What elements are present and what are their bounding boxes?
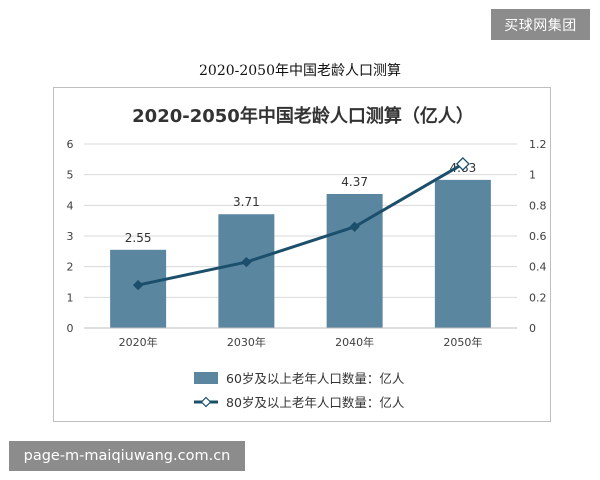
left-y-tick-label: 3	[67, 230, 74, 243]
chart-frame: 2020-2050年中国老龄人口测算（亿人） 0 1 2 3 4 5 6 0 0.2 0.4 0.…	[53, 87, 551, 422]
bar-data-label: 4.37	[341, 175, 368, 189]
line-marker	[455, 157, 470, 171]
legend-swatch-marker	[200, 396, 212, 408]
left-y-tick-label: 6	[67, 138, 74, 151]
right-y-tick-label: 0.2	[529, 291, 547, 304]
right-y-tick-label: 1.2	[529, 138, 547, 151]
legend-swatch-bar	[194, 372, 218, 384]
right-y-tick-label: 0.8	[529, 199, 547, 212]
bar-data-label: 3.71	[233, 195, 260, 209]
x-tick-label: 2020年	[119, 335, 158, 349]
left-y-tick-label: 2	[67, 261, 74, 274]
left-y-axis: 0 1 2 3 4 5 6	[67, 138, 74, 335]
right-y-axis: 0 0.2 0.4 0.6 0.8 1 1.2	[529, 138, 547, 335]
line-series-path	[137, 162, 464, 287]
right-y-tick-label: 0.6	[529, 230, 547, 243]
x-tick-label: 2030年	[227, 335, 266, 349]
chart-svg: 2020-2050年中国老龄人口测算（亿人） 0 1 2 3 4 5 6 0 0.2 0.4 0.…	[67, 105, 547, 410]
right-y-tick-label: 0.4	[529, 261, 547, 274]
x-axis: 2020年 2030年 2040年 2050年	[84, 327, 517, 349]
brand-watermark: 买球网集团	[491, 9, 590, 40]
site-watermark: page-m-maiqiuwang.com.cn	[9, 441, 245, 471]
bar-data-label: 2.55	[125, 231, 152, 245]
right-y-tick-label: 0	[529, 322, 536, 335]
chart-title: 2020-2050年中国老龄人口测算（亿人）	[132, 105, 474, 127]
left-y-tick-label: 4	[67, 199, 74, 212]
legend-label-line: 80岁及以上老年人口数量：亿人	[226, 395, 405, 410]
bar	[218, 214, 275, 328]
line-marker	[349, 221, 360, 233]
legend: 60岁及以上老年人口数量：亿人 80岁及以上老年人口数量：亿人	[194, 371, 405, 410]
left-y-tick-label: 0	[67, 322, 74, 335]
legend-label-bar: 60岁及以上老年人口数量：亿人	[226, 371, 405, 386]
line-marker	[241, 256, 252, 268]
page-caption: 2020-2050年中国老龄人口测算	[199, 63, 401, 79]
right-y-tick-label: 1	[529, 169, 536, 182]
line-series	[132, 157, 470, 291]
line-marker	[132, 279, 144, 291]
x-tick-label: 2050年	[443, 335, 482, 349]
left-y-tick-label: 1	[67, 291, 74, 304]
bar	[434, 179, 491, 328]
bar-data-labels: 2.553.714.374.83	[125, 161, 476, 245]
x-tick-label: 2040年	[335, 335, 374, 349]
left-y-tick-label: 5	[67, 169, 74, 182]
bar-series	[110, 179, 491, 328]
